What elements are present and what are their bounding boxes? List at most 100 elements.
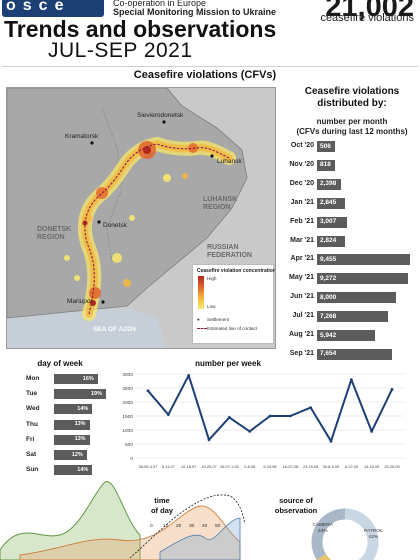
month-label: Jul '21 [292,312,314,320]
week-point [227,416,231,419]
month-row: Jul '21 7,268 [282,311,417,323]
per-month-subtitle-line2: (CFVs during last 12 months) [296,127,408,136]
day-bar: 13% [54,434,90,445]
distribution-title: Ceasefire violations distributed by: [290,86,414,110]
week-y-tick: 2000 [122,400,133,406]
page-title: Trends and observations [4,16,277,42]
contact-line [84,143,230,315]
org-name-line1: Co-operation in Europe [113,0,207,8]
month-row: May '21 9,272 [282,273,417,285]
tod-series-dashed [129,494,246,559]
week-x-tick: 20-26.09 [384,464,399,469]
week-x-tick: 16-22.08 [283,464,298,469]
map-oblast-boundary [101,107,123,264]
sea-label: SEA OF AZOV [93,326,137,333]
day-value-label: 13% [74,436,86,443]
day-label: Mon [26,375,40,382]
time-of-day-title-line1: time [154,496,170,505]
source-title-line2: observation [274,506,318,515]
week-x-tick: 5-11.07 [162,464,175,469]
month-row: Jan '21 2,845 [282,197,417,209]
region-label-luhansk-line2: REGION [203,204,231,211]
month-bar: 8,000 [317,292,396,304]
day-bar: 12% [54,450,87,460]
per-week-chart-graphic: 0 500 1000 1500 2000 2500 3000 28.06-4.07 5-11.0… [122,372,404,469]
month-label: Aug '21 [288,331,314,338]
donut-slice-name: CAMERA [312,522,333,528]
source-title-line1: source of [279,496,313,505]
legend-settlement-label: Settlement [207,317,229,322]
tod-x-tick: 20 [176,524,182,529]
month-bar: 7,268 [317,311,389,323]
month-label: Nov '20 [289,160,314,168]
month-bar: 3,007 [317,216,347,228]
day-label: Sat [26,451,37,458]
donut-slice-name: PATROL [364,529,383,535]
month-label: Oct '20 [290,142,314,149]
source-title: source of observation [268,496,324,516]
day-bar: 19% [54,389,106,400]
map-legend: Ceasefire violation concentration High L… [192,264,275,344]
week-y-tick: 0 [130,456,133,462]
time-of-day-title-line2: of day [150,506,174,515]
day-value-label: 14% [77,405,89,412]
distribution-title-line2: distributed by: [317,98,387,109]
month-value-label: 5,942 [320,331,337,339]
week-y-tick: 1000 [122,428,133,434]
week-y-tick: 3000 [122,372,133,378]
contact-line-icon [197,328,207,330]
settlement-dot-sievierodonetsk [162,120,166,124]
tod-x-tick: 30 [189,524,195,529]
day-row: Tue 19% [26,389,116,400]
region-label-russia-line1: RUSSIAN [207,244,239,251]
day-label: Sun [26,466,39,474]
month-row: Oct '20 506 [282,141,417,152]
cfv-map-graphic [7,88,275,348]
region-label-donetsk: DONETSK REGION [37,226,71,242]
legend-high-label: High [207,276,217,281]
month-label: Mar '21 [290,236,314,244]
region-label-russia: RUSSIAN FEDERATION [207,244,252,260]
day-row: Mon 16% [26,374,116,384]
day-value-label: 13% [74,421,86,428]
week-x-tick: 2-8.08 [244,464,255,469]
tod-series-green [0,481,141,560]
place-label-mariupol: Mariupol [67,298,92,305]
week-y-tick: 1500 [122,414,133,420]
per-week-title: number per week [195,359,261,368]
region-label-russia-line2: FEDERATION [207,252,252,259]
tod-series-blue [159,517,241,560]
region-label-luhansk: LUHANSK REGION [203,196,237,212]
day-row: Sun 14% [26,465,116,476]
legend-low-label: Low [207,304,216,309]
month-value-label: 7,654 [320,350,337,358]
donut-slice-value: 42% [368,535,379,541]
week-point [187,374,191,377]
month-value-label: 2,845 [320,199,337,207]
month-label: May '21 [288,274,314,282]
per-month-subtitle: number per month (CFVs during last 12 mo… [290,117,414,137]
month-row: Mar '21 2,824 [282,235,417,247]
week-x-tick: 30.8-5.09 [323,464,339,469]
legend-gradient [198,276,204,309]
month-row: Nov '20 818 [282,159,417,171]
place-label-kramatorsk: Kramatorsk [65,133,99,140]
legend-settlement: ● Settlement [197,317,229,322]
month-row: Dec '20 2,398 [282,178,417,190]
per-month-subtitle-line1: number per month [316,117,388,126]
week-point [248,430,252,433]
month-row: Jun '21 8,000 [282,292,417,304]
month-value-label: 3,007 [320,218,337,226]
week-point [146,389,150,393]
week-point [370,430,374,433]
week-point [390,388,394,391]
tod-x-tick: 10 [163,524,169,529]
per-week-chart: 0 500 1000 1500 2000 2500 3000 28.06-4.07 5-11.0… [112,366,412,478]
week-y-tick: 500 [125,442,133,448]
month-row: Sep '21 7,654 [282,348,417,360]
day-value-label: 12% [71,451,83,458]
place-label-donetsk: Donetsk [103,222,127,229]
week-x-tick: 6-12.09 [345,464,358,469]
map-sea [7,308,167,348]
month-bar: 9,455 [317,254,410,266]
